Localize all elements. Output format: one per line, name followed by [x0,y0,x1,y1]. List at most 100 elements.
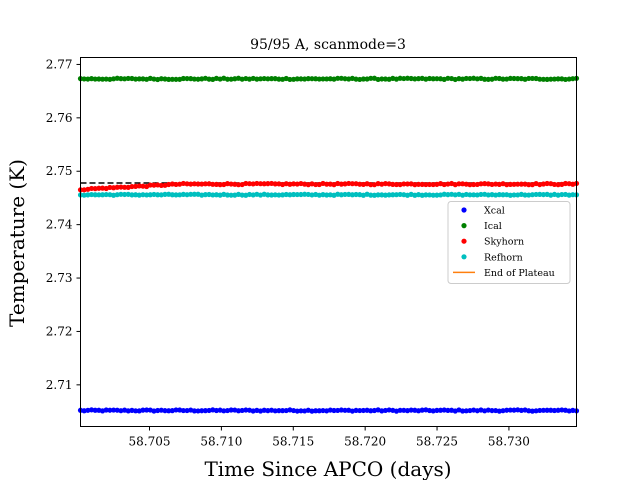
data-point-skyhorn [419,181,425,187]
legend-marker-ical [461,223,467,229]
data-point-ical [555,76,561,82]
data-point-skyhorn [456,181,462,187]
data-point-xcal [408,407,414,413]
data-point-refhorn [471,192,477,198]
data-point-skyhorn [423,181,429,188]
x-axis-label: Time Since APCO (days) [204,457,451,480]
data-point-refhorn [144,192,150,198]
data-point-refhorn [121,191,128,198]
data-point-ical [224,76,231,82]
data-point-xcal [276,408,282,414]
data-point-skyhorn [202,181,209,187]
data-point-refhorn [169,192,175,198]
y-tick-label: 2.75 [46,164,73,178]
data-point-skyhorn [121,184,128,190]
data-point-xcal [360,407,367,414]
data-point-skyhorn [368,182,374,188]
data-point-skyhorn [257,181,264,187]
data-point-refhorn [375,192,381,198]
data-point-ical [548,76,554,82]
data-point-ical [191,76,197,82]
data-point-skyhorn [415,181,422,187]
data-point-skyhorn [518,181,524,187]
data-point-skyhorn [210,181,216,187]
data-point-refhorn [268,192,275,198]
data-point-ical [493,75,499,81]
data-point-xcal [445,407,451,413]
data-point-refhorn [173,192,179,198]
data-point-ical [298,76,304,82]
data-point-skyhorn [511,181,517,187]
data-point-skyhorn [324,181,330,187]
data-point-xcal [397,407,403,413]
data-point-skyhorn [191,181,197,187]
legend: Xcal Ical Skyhorn Refhorn End of Plateau [447,201,571,284]
data-point-refhorn [188,191,194,197]
data-point-skyhorn [151,182,157,188]
data-point-xcal [144,407,150,413]
data-point-xcal [342,407,348,413]
data-point-skyhorn [551,181,558,188]
data-point-xcal [551,407,558,414]
data-point-ical [265,76,271,82]
data-point-ical [276,76,282,82]
data-point-xcal [353,407,359,414]
data-point-refhorn [239,192,245,198]
data-point-ical [184,75,190,82]
data-point-ical [96,76,102,82]
data-point-ical [294,76,300,82]
data-point-ical [485,76,491,82]
data-point-ical [379,76,385,82]
data-point-xcal [331,407,337,414]
data-point-ical [305,76,311,82]
data-point-ical [426,75,433,82]
data-point-skyhorn [544,180,550,187]
x-tick-label: 58.705 [129,435,171,449]
data-point-skyhorn [118,184,124,190]
data-point-refhorn [92,192,98,198]
data-point-refhorn [533,191,539,198]
data-point-skyhorn [515,181,521,187]
legend-label-xcal: Xcal [484,206,505,217]
data-point-skyhorn [471,181,477,188]
data-point-refhorn [191,191,197,197]
y-tick-label: 2.72 [46,324,73,338]
data-point-refhorn [265,192,271,198]
data-point-xcal [228,407,234,413]
x-tick-label: 58.710 [200,435,242,449]
data-point-xcal [191,408,197,414]
data-point-skyhorn [507,181,513,187]
data-point-ical [133,76,139,82]
data-point-ical [320,76,326,82]
data-point-refhorn [324,192,330,198]
legend-marker-refhorn [461,254,467,260]
data-point-xcal [202,408,209,414]
legend-label-ical: Ical [484,221,502,232]
data-point-refhorn [478,191,484,198]
data-point-xcal [504,407,510,413]
data-point-xcal [162,408,168,414]
data-point-ical [507,75,513,82]
data-point-refhorn [129,192,135,198]
y-tick-label: 2.76 [46,111,73,125]
data-point-skyhorn [478,181,484,187]
data-point-xcal [434,407,440,413]
x-tick-label: 58.720 [344,435,386,449]
y-axis-label: Temperature (K) [5,159,29,327]
data-point-refhorn [88,191,95,198]
data-point-ical [526,75,532,82]
data-point-skyhorn [526,182,532,188]
data-point-skyhorn [404,181,411,187]
data-point-xcal [180,407,186,414]
data-point-xcal [272,408,278,414]
data-point-refhorn [294,191,300,198]
data-point-xcal [537,407,543,414]
data-point-refhorn [272,192,278,198]
data-point-skyhorn [261,181,267,187]
data-point-ical [92,76,98,82]
data-point-ical [500,76,506,82]
x-tick-label: 58.725 [416,435,458,449]
plot-area [77,75,580,414]
data-point-skyhorn [243,180,249,187]
data-point-refhorn [302,191,308,197]
